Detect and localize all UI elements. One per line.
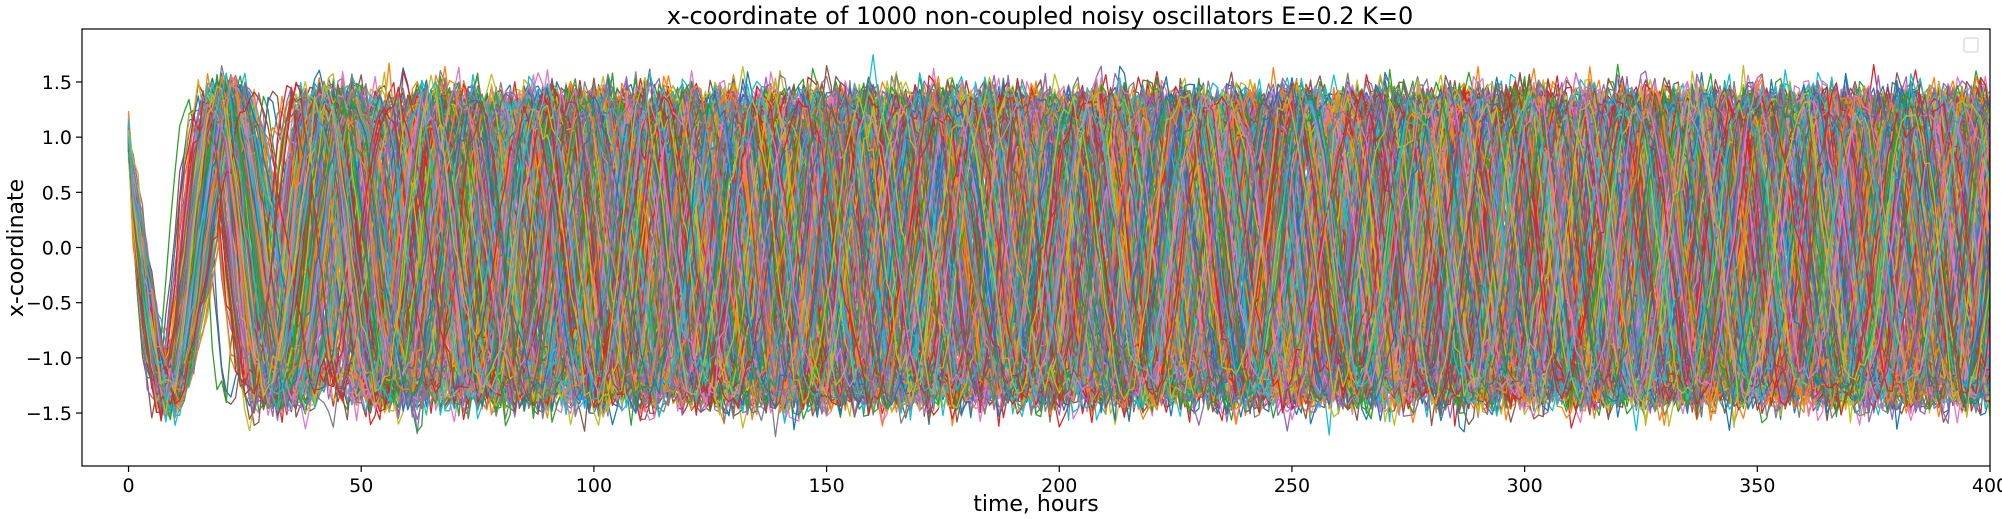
oscillator-series-line (127, 81, 1990, 404)
x-tick-label: 300 (1507, 475, 1543, 497)
oscillator-series-line (127, 54, 1990, 411)
x-tick-label: 400 (1972, 475, 2002, 497)
oscillator-series-line (127, 70, 1990, 426)
y-tick-label: 1.0 (42, 127, 72, 149)
oscillator-series-line (127, 81, 1990, 426)
y-tick-label: −1.0 (26, 348, 72, 370)
oscillator-series-line (127, 72, 1990, 420)
legend-box (1963, 37, 1979, 53)
chart-title: x-coordinate of 1000 non-coupled noisy o… (667, 2, 1414, 30)
y-axis-label: x-coordinate (4, 179, 29, 317)
oscillator-series-line (127, 75, 1990, 426)
series-lines (127, 54, 1990, 438)
oscillator-series-line (127, 75, 1990, 414)
x-tick-label: 350 (1739, 475, 1775, 497)
y-tick-label: −1.5 (26, 403, 72, 425)
x-axis: 0 50 100 150 200 250 300 350 400 (122, 466, 2002, 497)
x-tick-label: 200 (1041, 475, 1077, 497)
x-tick-label: 0 (122, 475, 134, 497)
y-axis: 1.5 1.0 0.5 0.0 −0.5 −1.0 −1.5 (26, 72, 82, 425)
oscillator-series-line (127, 80, 1990, 407)
x-tick-label: 100 (576, 475, 612, 497)
oscillator-series-line (127, 81, 1990, 420)
x-tick-label: 50 (349, 475, 373, 497)
y-tick-label: 0.0 (42, 238, 72, 260)
x-tick-label: 150 (808, 475, 844, 497)
y-tick-label: −0.5 (26, 293, 72, 315)
oscillator-series-line (127, 87, 1990, 417)
y-tick-label: 1.5 (42, 72, 72, 94)
x-axis-label: time, hours (973, 492, 1099, 517)
oscillator-series-line (127, 73, 1990, 418)
oscillator-series-line (127, 76, 1990, 415)
oscillator-series-line (127, 86, 1990, 417)
oscillator-series-line (127, 69, 1990, 414)
x-tick-label: 250 (1274, 475, 1310, 497)
y-tick-label: 0.5 (42, 182, 72, 204)
oscillator-series-line (127, 72, 1990, 420)
